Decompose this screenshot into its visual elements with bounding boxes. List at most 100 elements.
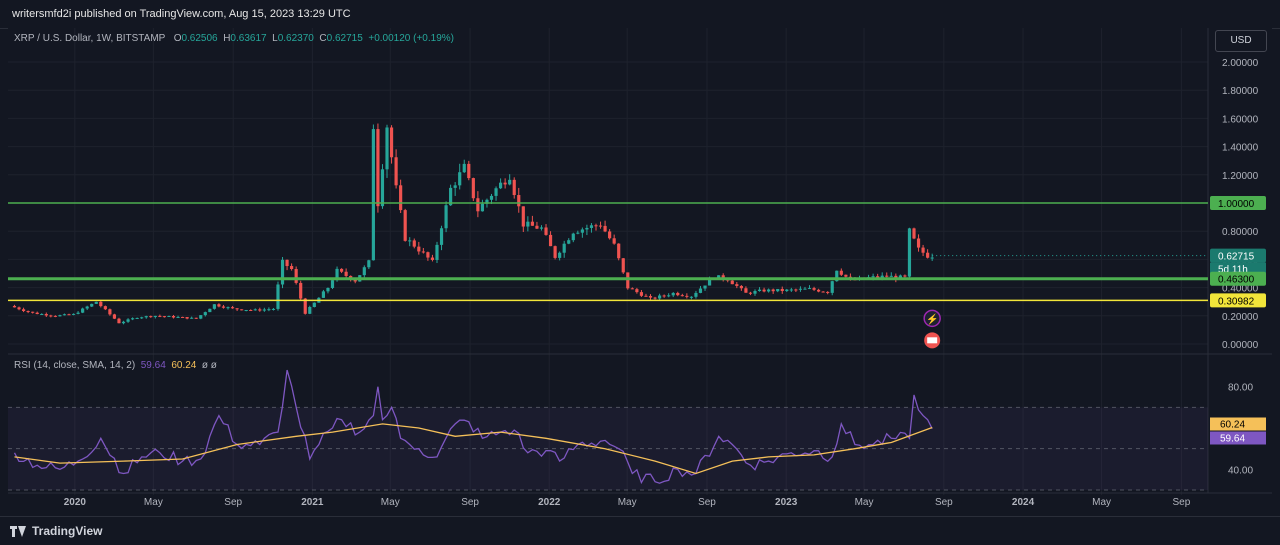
open-label: O (173, 33, 182, 44)
candle-body (653, 297, 657, 299)
candle-body (408, 240, 412, 242)
candle-body (889, 275, 893, 277)
candle-body (753, 291, 757, 294)
candle-body (630, 288, 634, 290)
candle-body (253, 309, 257, 311)
candle-body (290, 266, 294, 270)
candle-body (244, 310, 248, 312)
candle-body (85, 306, 89, 309)
level-3-label: 0.30982 (1218, 296, 1255, 307)
low-value: 0.62370 (277, 33, 314, 44)
candle-body (489, 195, 494, 200)
candle-body (217, 304, 221, 307)
publish-info: writersmfd2i published on TradingView.co… (12, 8, 351, 20)
lightning-icon[interactable] (923, 309, 941, 328)
candle-body (149, 316, 153, 318)
tradingview-logo[interactable]: TradingView (10, 524, 102, 538)
candle-body (921, 247, 925, 253)
candle-body (426, 252, 430, 258)
candle-body (926, 252, 930, 258)
chart-frame[interactable]: 2.00000 1.80000 1.60000 1.40000 1.20000 1.000… (8, 28, 1272, 516)
lightning-glyph: ⚡ (926, 312, 938, 325)
open-value: 0.62506 (181, 33, 218, 44)
candle-body (739, 285, 743, 289)
price-tick-label: 1.40000 (1222, 143, 1259, 154)
candle-body (803, 288, 807, 290)
candle-body (807, 288, 812, 290)
price-legend: XRP / U.S. Dollar, 1W, BITSTAMP O0.62506… (14, 33, 454, 44)
candle-body (907, 228, 912, 277)
candle-body (171, 315, 176, 318)
rsi-sma-label-bg (1210, 417, 1266, 431)
candle-body (639, 292, 644, 296)
candle-body (680, 295, 684, 297)
candle-body (767, 289, 771, 292)
candle-body (776, 288, 780, 292)
candle-body (730, 280, 734, 285)
rsi-axis-label: 59.64 (1220, 434, 1245, 445)
candle-body (794, 289, 798, 291)
candle-body (462, 163, 466, 173)
time-axis-label: 2024 (1012, 497, 1035, 508)
rsi-series-SMA (14, 423, 933, 475)
rsi-sma-axis-label: 60.24 (1220, 420, 1245, 431)
candle-body (226, 307, 230, 309)
candle-body (380, 169, 385, 207)
candle-body (835, 270, 839, 282)
high-label: H (223, 33, 231, 44)
candle-body (598, 225, 603, 227)
candle-body (562, 243, 566, 253)
candle-body (58, 315, 62, 317)
candle-body (717, 275, 721, 279)
candle-body (626, 272, 630, 289)
candle-body (771, 289, 775, 292)
candle-body (748, 292, 753, 294)
candle-body (930, 257, 934, 259)
time-axis-label: Sep (698, 497, 716, 508)
candle-body (162, 316, 166, 318)
candle-body (780, 288, 784, 292)
price-tick-label: 0.40000 (1222, 284, 1259, 295)
level-3-label-bg (1210, 293, 1266, 308)
candle-body (144, 316, 148, 318)
candle-body (676, 292, 680, 296)
candle-body (585, 227, 589, 230)
candle-body (135, 317, 139, 319)
candle-body (240, 309, 244, 311)
candle-body (526, 221, 530, 227)
chart-canvas[interactable]: 2.00000 1.80000 1.60000 1.40000 1.20000 1.000… (8, 28, 1272, 516)
candle-body (876, 276, 880, 278)
candle-body (53, 315, 57, 317)
candle-body (703, 285, 707, 289)
symbol-label[interactable]: XRP / U.S. Dollar, 1W, BITSTAMP (14, 33, 166, 44)
candle-body (81, 308, 85, 313)
candle-body (744, 288, 748, 293)
candle-body (535, 225, 539, 229)
currency-button[interactable]: USD (1215, 30, 1267, 52)
candle-body (621, 258, 625, 273)
candle-body (294, 269, 298, 283)
candle-body (90, 303, 94, 307)
close-value: 0.62715 (326, 33, 363, 44)
candle-body (399, 185, 403, 211)
candle-body (194, 317, 198, 319)
candle-body (539, 227, 544, 229)
candle-body (121, 321, 126, 324)
rsi-title[interactable]: RSI (14, close, SMA, 14, 2) (14, 360, 136, 371)
price-tick-label: 2.00000 (1222, 58, 1259, 69)
candle-body (67, 314, 71, 316)
candle-body (762, 289, 766, 292)
candle-body (617, 243, 621, 259)
high-value: 0.63617 (230, 33, 267, 44)
candle-body (344, 271, 348, 276)
candle-body (435, 244, 439, 260)
candle-body (471, 178, 475, 199)
candle-body (839, 270, 843, 275)
last-price-label: 0.62715 (1218, 252, 1255, 263)
candle-body (830, 281, 834, 293)
candle-body (199, 315, 203, 319)
candle-body (757, 289, 762, 292)
candle-body (912, 228, 916, 239)
candle-body (321, 291, 326, 298)
time-axis-label: Sep (1172, 497, 1190, 508)
